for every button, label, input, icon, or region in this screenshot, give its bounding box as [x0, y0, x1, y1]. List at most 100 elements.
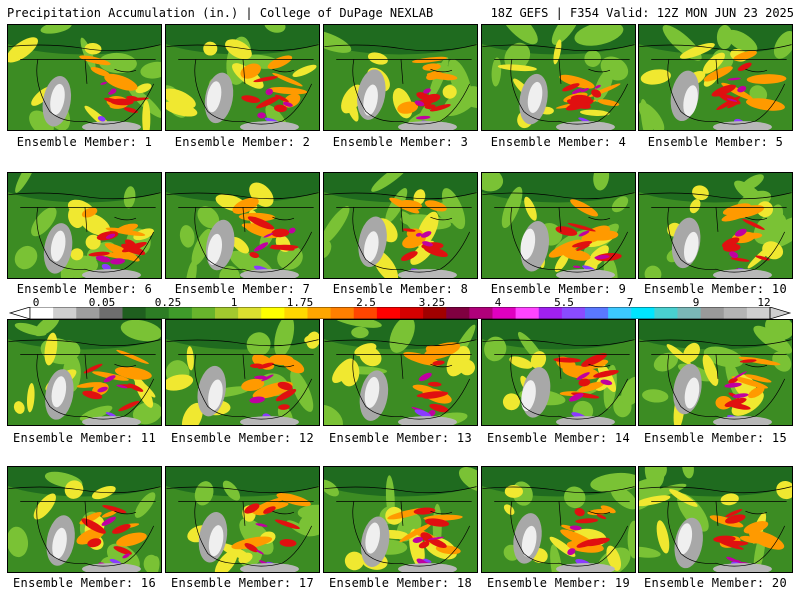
colorbar-swatch: [307, 307, 332, 319]
precip-shade-magenta: [734, 228, 747, 237]
boundary-lines: [639, 486, 792, 567]
boundary-lines: [324, 44, 477, 125]
colorbar-swatch: [261, 307, 285, 319]
ensemble-member-label: Ensemble Member: 14: [487, 431, 630, 445]
precip-shade-light: [371, 173, 410, 192]
precip-shade-yellow: [524, 196, 537, 221]
precip-shade-yellow: [606, 545, 622, 571]
dry-region-core: [521, 380, 536, 412]
colorbar-swatch: [168, 307, 193, 319]
precip-shade-light: [274, 320, 295, 358]
precip-shade-magenta: [97, 386, 108, 393]
colorbar-swatch: [400, 307, 424, 319]
precip-shade-orange: [739, 535, 763, 544]
precip-shade-light: [57, 340, 81, 361]
precip-shade-dark: [482, 320, 635, 350]
precip-shade-light: [8, 526, 29, 558]
gulf-region: [713, 269, 772, 278]
precip-map: [324, 25, 477, 130]
precip-shade-magenta: [122, 553, 130, 559]
ensemble-member-label: Ensemble Member: 19: [487, 576, 630, 590]
precip-shade-red: [113, 546, 132, 555]
colorbar-right-arrow: [769, 307, 792, 319]
dry-region-core: [206, 81, 222, 113]
precip-shade-yellow: [504, 485, 523, 498]
ensemble-member-panel: [165, 466, 320, 573]
colorbar-tick-label: 1: [230, 296, 238, 309]
colorbar: [8, 307, 792, 319]
gulf-region: [713, 416, 772, 425]
precip-shade-light: [132, 401, 161, 425]
precip-shade-light: [140, 61, 161, 79]
boundary-lines: [8, 192, 161, 273]
precip-map: [482, 173, 635, 278]
precip-shade-magenta: [414, 100, 425, 107]
precip-shade-orange: [403, 351, 441, 366]
precip-shade-yellow: [181, 402, 203, 425]
precip-shade-dark: [324, 25, 477, 55]
precip-shade-magenta: [415, 232, 422, 237]
precip-shade-red: [591, 89, 602, 98]
boundary-lines: [324, 192, 477, 273]
precip-shade-dark: [639, 320, 792, 350]
precip-shade-magenta: [100, 81, 107, 85]
precip-shade-red: [118, 400, 140, 412]
precip-shade-orange: [272, 72, 303, 87]
boundary-lines: [482, 44, 635, 125]
precip-shade-yellow: [166, 374, 194, 391]
precip-shade-magenta: [594, 255, 610, 260]
precip-shade-yellow: [367, 52, 388, 65]
precip-shade-yellow: [702, 52, 725, 74]
precip-shade-light: [703, 346, 744, 368]
precip-shade-red: [553, 357, 582, 363]
precip-shade-orange: [746, 74, 787, 84]
precip-shade-yellow: [64, 480, 84, 499]
ensemble-member-panel: [165, 24, 320, 131]
ensemble-member-label: Ensemble Member: 4: [490, 135, 627, 149]
colorbar-swatch: [99, 307, 123, 319]
precip-shade-light: [441, 188, 466, 230]
gulf-region: [398, 563, 457, 572]
precip-shade-red: [427, 381, 442, 387]
dry-region-core: [364, 376, 380, 408]
precip-shade-red: [572, 241, 593, 248]
colorbar-swatch: [423, 307, 447, 319]
precip-shade-magenta: [726, 556, 739, 563]
precip-shade-orange: [250, 502, 289, 512]
precip-map: [639, 173, 792, 278]
ensemble-member-label: Ensemble Member: 15: [644, 431, 787, 445]
colorbar-swatch: [330, 307, 355, 319]
precip-shade-red: [718, 540, 744, 550]
precip-shade-red: [739, 359, 757, 363]
ensemble-member-label: Ensemble Member: 17: [171, 576, 314, 590]
colorbar-swatch: [284, 307, 308, 319]
ensemble-member-panel: [323, 319, 478, 426]
precip-map: [8, 320, 161, 425]
colorbar-swatch: [746, 307, 771, 319]
precip-map: [639, 467, 792, 572]
precip-shade-red: [725, 509, 743, 518]
boundary-lines: [8, 486, 161, 567]
precip-shade-light: [491, 57, 502, 87]
precip-shade-magenta: [261, 374, 274, 382]
precip-map: [166, 467, 319, 572]
precip-shade-yellow: [497, 64, 537, 72]
boundary-lines: [8, 44, 161, 125]
precip-shade-orange: [426, 70, 442, 81]
ensemble-member-label: Ensemble Member: 6: [16, 282, 153, 296]
colorbar-swatch: [76, 307, 100, 319]
colorbar-swatch: [353, 307, 378, 319]
gulf-region: [82, 416, 141, 425]
precip-shade-orange: [586, 359, 609, 370]
precip-shade-magenta: [412, 536, 423, 544]
precip-shade-light: [134, 492, 156, 518]
precip-shade-yellow: [292, 64, 317, 77]
precip-shade-red: [728, 377, 738, 384]
gulf-region: [398, 121, 457, 130]
precip-shade-red: [418, 541, 430, 549]
precip-shade-orange: [90, 67, 111, 77]
dry-region-core: [50, 230, 66, 262]
precip-shade-red: [278, 404, 290, 410]
precip-shade-light: [324, 206, 350, 246]
colorbar-tick-label: 4: [494, 296, 502, 309]
